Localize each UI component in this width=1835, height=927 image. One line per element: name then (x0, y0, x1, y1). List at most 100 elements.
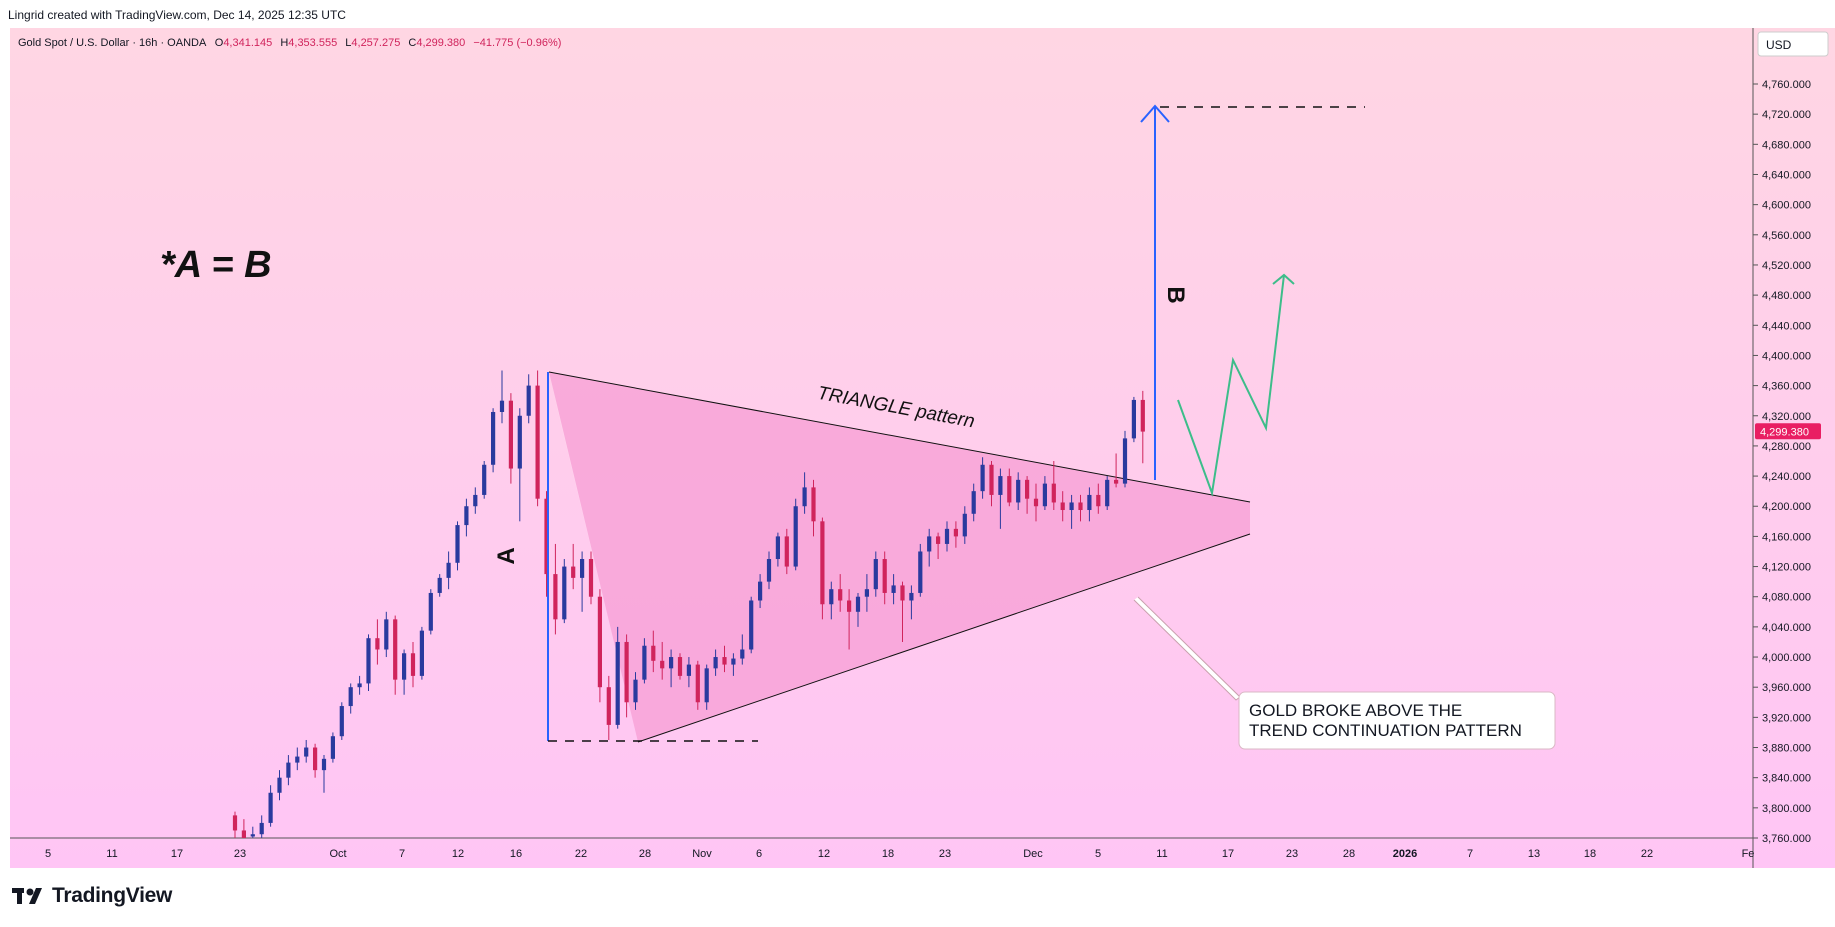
candle (820, 517, 825, 620)
candle (793, 498, 798, 571)
time-tick-label: 5 (45, 848, 51, 860)
candle (588, 551, 594, 605)
time-tick-label: Oct (329, 848, 346, 860)
time-tick-label: 23 (234, 848, 246, 860)
triangle-lower-line (637, 533, 1251, 743)
candle (286, 755, 291, 786)
candle (499, 370, 505, 424)
time-tick-label: 7 (399, 848, 405, 860)
time-tick-label: 7 (1467, 848, 1473, 860)
candle (250, 826, 255, 838)
candle (1016, 472, 1021, 511)
candle (1114, 453, 1119, 488)
price-tick-label: 4,120.000 (1762, 562, 1811, 574)
candle (944, 521, 950, 552)
candle (402, 649, 407, 695)
close-value: 4,299.380 (416, 37, 465, 49)
price-tick-label: 3,760.000 (1762, 833, 1811, 845)
tradingview-logo-icon (12, 888, 42, 904)
label-b: B (1162, 286, 1189, 303)
candle (615, 626, 620, 729)
price-tick-label: 4,680.000 (1762, 139, 1811, 151)
price-tick-label: 4,520.000 (1762, 260, 1811, 272)
candle (597, 589, 602, 703)
candle (873, 551, 878, 597)
candle (660, 641, 665, 680)
time-tick-label: 13 (1528, 848, 1540, 860)
time-tick-label: 23 (939, 848, 951, 860)
last-price-label: 4,299.380 (1760, 426, 1809, 438)
price-tick-label: 4,440.000 (1762, 320, 1811, 332)
price-tick-label: 4,080.000 (1762, 592, 1811, 604)
high-label: H (280, 37, 288, 49)
candle (580, 551, 585, 612)
header: Lingrid created with TradingView.com, De… (0, 0, 1835, 28)
callout-line-1: GOLD BROKE ABOVE THE (1249, 701, 1462, 720)
price-tick-label: 4,160.000 (1762, 531, 1811, 543)
candle (1096, 483, 1101, 514)
time-tick-label: 11 (106, 848, 117, 860)
candle (295, 747, 300, 771)
candle (535, 370, 540, 507)
price-tick-label: 4,000.000 (1762, 652, 1811, 664)
label-a: A (493, 547, 520, 564)
price-axis-background (1753, 28, 1835, 868)
callout-line-2: TREND CONTINUATION PATTERN (1249, 721, 1522, 740)
candle (357, 675, 362, 695)
candle (1007, 468, 1012, 507)
low-label: L (345, 37, 351, 49)
time-tick-label: Fe (1742, 848, 1755, 860)
candle (544, 491, 549, 597)
currency-selector[interactable] (1757, 31, 1829, 57)
candle (1131, 396, 1136, 443)
candle (669, 649, 674, 688)
candle (446, 551, 451, 590)
candle (749, 596, 754, 654)
tradingview-logo[interactable]: TradingView (12, 884, 172, 908)
price-tick-label: 4,240.000 (1762, 471, 1811, 483)
candle (802, 472, 807, 514)
price-tick-label: 4,560.000 (1762, 230, 1811, 242)
last-price-tag (1755, 423, 1821, 440)
candle (419, 626, 424, 680)
time-tick-label: 12 (818, 848, 830, 860)
time-tick-label: 12 (452, 848, 464, 860)
time-tick-label: 17 (1222, 848, 1234, 860)
candle (971, 483, 976, 522)
candle (1051, 461, 1056, 511)
candle (1078, 494, 1083, 522)
time-tick-label: 18 (1584, 848, 1596, 860)
candle (642, 638, 647, 684)
candle (838, 574, 843, 612)
time-tick-label: 2026 (1393, 848, 1417, 860)
candle (410, 641, 416, 688)
symbol-name: Gold Spot / U.S. Dollar · 16h · OANDA (18, 37, 207, 49)
candle (375, 619, 380, 665)
candle (855, 592, 861, 627)
candle (428, 589, 433, 635)
svg-text:Gold Spot / U.S. Dollar · 16h: Gold Spot / U.S. Dollar · 16h · OANDA O4… (18, 37, 561, 49)
candle (1042, 476, 1047, 511)
time-tick-label: 16 (510, 848, 522, 860)
triangle-upper-line (548, 371, 1251, 503)
candle (766, 551, 772, 590)
candle (811, 479, 816, 537)
candle (722, 645, 727, 673)
candle (731, 653, 736, 676)
candle (677, 653, 683, 680)
candle (606, 675, 611, 740)
candle (241, 819, 246, 838)
candle (517, 408, 522, 522)
candle (393, 615, 398, 695)
candle (864, 574, 869, 612)
candle (891, 574, 896, 605)
candle (473, 487, 478, 514)
candle (713, 649, 718, 676)
low-value: 4,257.275 (351, 37, 400, 49)
candle (1087, 487, 1092, 522)
price-tick-label: 4,040.000 (1762, 622, 1811, 634)
price-tick-label: 4,720.000 (1762, 109, 1811, 121)
candle (1069, 494, 1074, 529)
candle (304, 739, 309, 763)
